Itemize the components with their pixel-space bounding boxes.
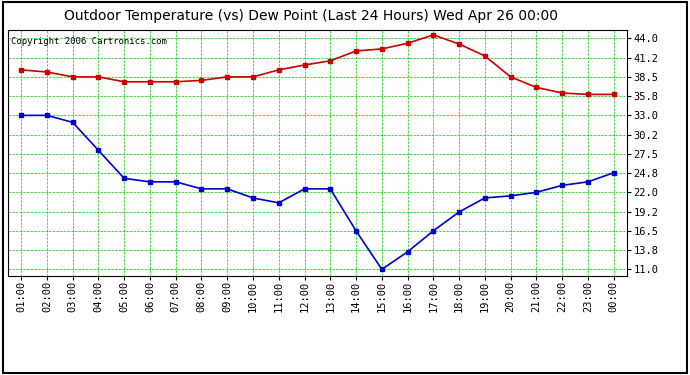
Text: Outdoor Temperature (vs) Dew Point (Last 24 Hours) Wed Apr 26 00:00: Outdoor Temperature (vs) Dew Point (Last… [63, 9, 558, 23]
Text: Copyright 2006 Cartronics.com: Copyright 2006 Cartronics.com [11, 38, 167, 46]
